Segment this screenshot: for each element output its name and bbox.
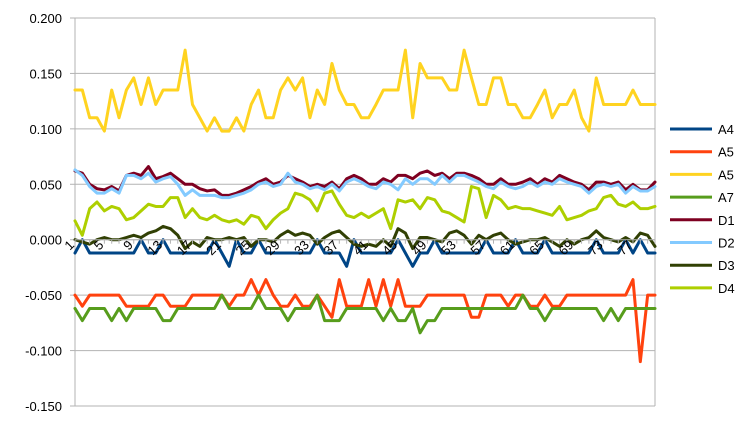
legend-label: D3 xyxy=(718,258,735,273)
y-tick-label: 0.000 xyxy=(29,233,62,248)
x-tick-label: 17 xyxy=(174,237,195,258)
series-line-d2-5 xyxy=(73,168,657,200)
x-tick-label: 33 xyxy=(291,237,312,258)
legend-label: A7 xyxy=(718,190,734,205)
series-line-d4-7 xyxy=(73,185,657,237)
series-line-a5-1 xyxy=(73,278,657,364)
legend-label: A5 xyxy=(718,145,734,160)
series-line-a5-2 xyxy=(73,48,657,133)
x-tick-label: 49 xyxy=(409,237,430,258)
x-axis: 1 5 9 13 17 21 25 29 33 37 41 45 49 53 57 61 65 69 73 77 xyxy=(61,237,656,258)
legend-label: A4 xyxy=(718,122,734,137)
y-tick-label: -0.100 xyxy=(25,344,62,359)
series-lines xyxy=(73,48,657,364)
legend-label: D4 xyxy=(718,281,735,296)
legend-label: A5 xyxy=(718,167,734,182)
series-line-a4-0 xyxy=(73,238,657,268)
y-tick-label: 0.050 xyxy=(29,177,62,192)
x-tick-label: 73 xyxy=(585,237,606,258)
x-tick-label: 69 xyxy=(556,237,577,258)
y-tick-label: -0.150 xyxy=(25,399,62,414)
x-tick-label: 37 xyxy=(321,237,342,258)
series-line-a7-3 xyxy=(73,293,657,335)
series-line-d3-6 xyxy=(73,224,657,251)
grid-lines xyxy=(75,17,656,407)
legend-label: D1 xyxy=(718,213,735,228)
y-axis: -0.150 -0.100 -0.050 0.000 0.050 0.100 0.150 0.… xyxy=(25,11,76,414)
legend-label: D2 xyxy=(718,236,735,251)
series-line-d1-4 xyxy=(73,165,657,197)
y-tick-label: 0.200 xyxy=(29,11,62,26)
y-tick-label: 0.100 xyxy=(29,122,62,137)
y-tick-label: -0.050 xyxy=(25,288,62,303)
legend: A4 A5 A5 A7 D1 D2 D3 D4 xyxy=(670,122,735,296)
y-tick-label: 0.150 xyxy=(29,66,62,81)
